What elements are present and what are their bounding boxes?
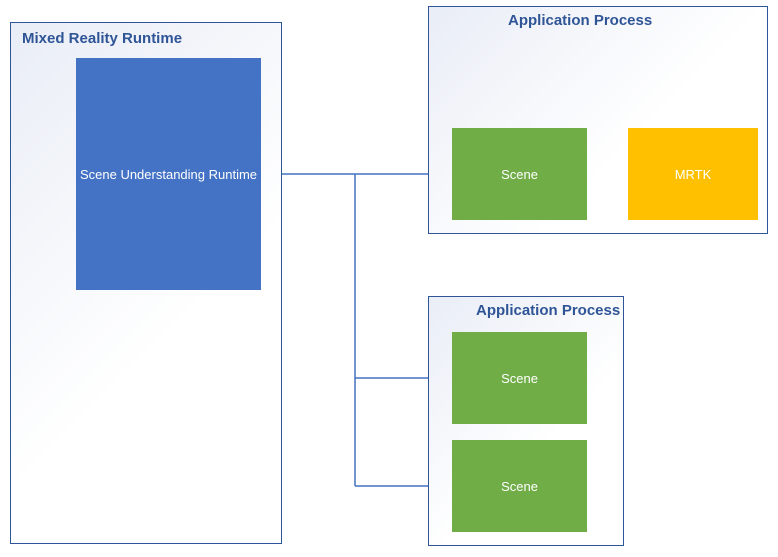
block-scene_1: Scene	[452, 128, 587, 220]
block-scene_2: Scene	[452, 332, 587, 424]
block-scene_understanding_runtime: Scene Understanding Runtime	[76, 58, 261, 290]
diagram-canvas: Mixed Reality Runtime Application Process…	[0, 0, 778, 557]
block-mrtk: MRTK	[628, 128, 758, 220]
block-scene_3: Scene	[452, 440, 587, 532]
container-title-app_process_2: Application Process	[476, 302, 620, 319]
container-title-app_process_1: Application Process	[508, 12, 652, 29]
container-title-mixed_reality_runtime: Mixed Reality Runtime	[22, 30, 182, 47]
